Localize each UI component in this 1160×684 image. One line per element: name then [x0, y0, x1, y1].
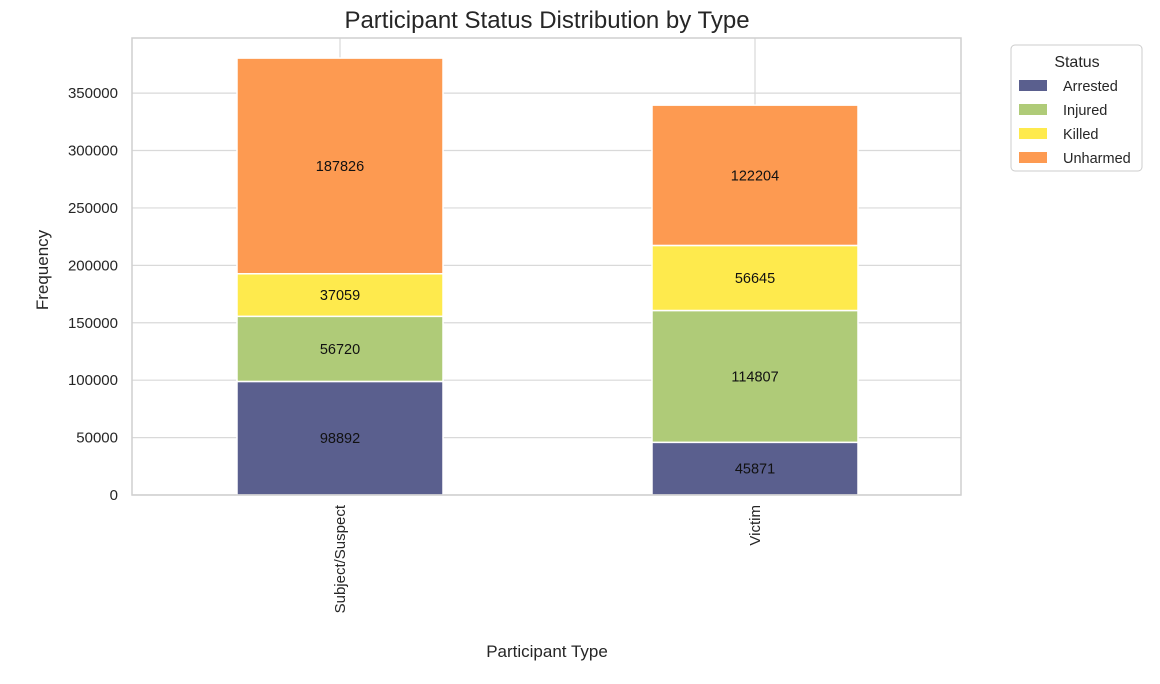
data-label: 56720	[320, 342, 360, 358]
legend-label-injured: Injured	[1063, 103, 1107, 119]
legend: Status Arrested Injured Killed Unharmed	[1010, 44, 1143, 172]
bar-segment-arrested	[651, 441, 859, 496]
bar-segment-killed	[651, 244, 859, 312]
data-label: 56645	[735, 271, 775, 287]
data-label: 45871	[735, 462, 775, 478]
bars	[236, 57, 859, 496]
x-tick-label: Victim	[747, 505, 764, 546]
chart-title: Participant Status Distribution by Type	[344, 7, 749, 34]
bar-segment-unharmed	[651, 104, 859, 247]
legend-swatch-killed	[1019, 128, 1047, 139]
y-tick-labels: 0 50000 100000 150000 200000 250000 300000 3500…	[68, 85, 118, 504]
data-label: 114807	[731, 369, 778, 385]
bar-segment-killed	[236, 273, 444, 318]
bar-segment-injured	[651, 309, 859, 444]
y-tick-label: 250000	[68, 200, 118, 217]
legend-title: Status	[1054, 54, 1099, 71]
legend-label-arrested: Arrested	[1063, 79, 1118, 95]
bar-segment-injured	[236, 315, 444, 383]
legend-swatch-injured	[1019, 104, 1047, 115]
y-tick-label: 150000	[68, 315, 118, 332]
data-label: 37059	[320, 288, 360, 304]
data-labels: 98892 56720 37059 187826 45871 114807 56645 122…	[316, 159, 779, 478]
x-axis-label: Participant Type	[486, 642, 608, 661]
y-tick-label: 300000	[68, 143, 118, 160]
legend-label-unharmed: Unharmed	[1063, 151, 1131, 167]
x-tick-label: Subject/Suspect	[332, 504, 349, 613]
y-tick-label: 100000	[68, 372, 118, 389]
y-axis-label: Frequency	[33, 229, 52, 310]
legend-swatch-unharmed	[1019, 152, 1047, 163]
y-tick-label: 350000	[68, 85, 118, 102]
x-tick-labels: Subject/Suspect Victim	[332, 504, 764, 613]
y-tick-label: 0	[110, 487, 118, 504]
bar-segment-unharmed	[236, 57, 444, 275]
plot-frame	[131, 37, 962, 496]
data-label: 122204	[731, 168, 779, 184]
legend-box	[1010, 44, 1143, 172]
data-label: 187826	[316, 159, 364, 175]
legend-label-killed: Killed	[1063, 127, 1098, 143]
y-tick-label: 200000	[68, 257, 118, 274]
y-tick-label: 50000	[76, 430, 118, 447]
data-label: 98892	[320, 431, 360, 447]
legend-swatch-arrested	[1019, 80, 1047, 91]
